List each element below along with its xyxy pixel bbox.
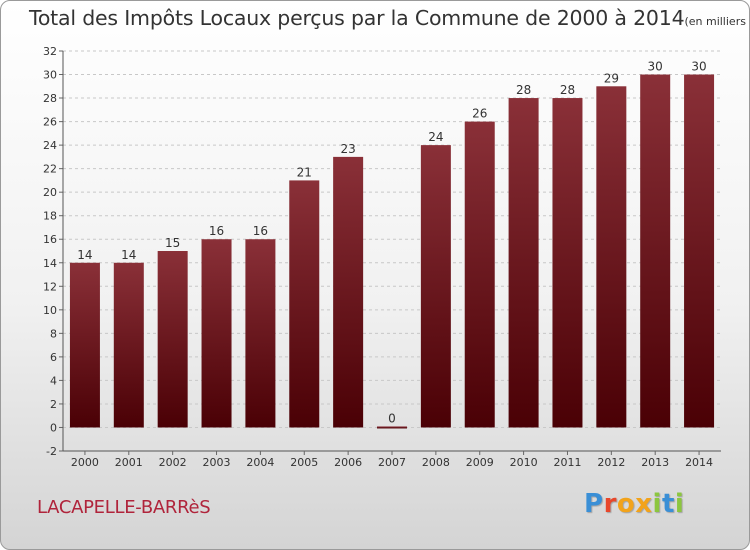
x-tick-label: 2001 — [115, 456, 143, 469]
y-tick-label: 10 — [43, 304, 57, 317]
bar — [508, 98, 539, 428]
x-tick-label: 2007 — [378, 456, 406, 469]
bar — [552, 98, 583, 428]
x-tick-label: 2005 — [290, 456, 318, 469]
logo-letter: i — [674, 489, 685, 519]
data-label: 15 — [165, 236, 180, 250]
data-label: 30 — [648, 60, 663, 74]
bar — [596, 86, 627, 428]
y-tick-label: 0 — [50, 421, 57, 434]
bar — [69, 262, 100, 428]
x-tick-label: 2012 — [597, 456, 625, 469]
y-tick-label: 26 — [43, 116, 57, 129]
y-tick-label: 2 — [50, 398, 57, 411]
y-tick-label: 30 — [43, 69, 57, 82]
y-tick-label: 4 — [50, 374, 57, 387]
data-label: 28 — [560, 83, 575, 97]
bar — [201, 239, 232, 428]
y-tick-label: 28 — [43, 92, 57, 105]
x-tick-label: 2008 — [422, 456, 450, 469]
data-label: 24 — [428, 130, 443, 144]
bar — [245, 239, 276, 428]
y-tick-label: 18 — [43, 210, 57, 223]
data-label: 14 — [77, 248, 92, 262]
x-tick-label: 2004 — [246, 456, 274, 469]
title-main: Total des Impôts Locaux perçus par la Co… — [29, 6, 685, 30]
x-tick-label: 2013 — [641, 456, 669, 469]
y-tick-label: 24 — [43, 139, 57, 152]
logo-letter: t — [661, 489, 675, 519]
bar — [289, 180, 320, 428]
bar — [333, 156, 364, 428]
bar — [420, 145, 451, 428]
data-label: 14 — [121, 248, 136, 262]
data-label: 26 — [472, 107, 487, 121]
x-tick-label: 2000 — [71, 456, 99, 469]
bar — [377, 426, 407, 429]
data-label: 16 — [209, 224, 224, 238]
data-label: 29 — [604, 71, 619, 85]
x-tick-label: 2006 — [334, 456, 362, 469]
logo-letter: o — [616, 489, 636, 519]
bar — [684, 74, 715, 428]
y-tick-label: 32 — [43, 45, 57, 58]
x-tick-label: 2003 — [203, 456, 231, 469]
data-label: 16 — [253, 224, 268, 238]
commune-name: LACAPELLE-BARRèS — [37, 497, 211, 518]
data-label: 30 — [691, 60, 706, 74]
y-tick-label: 12 — [43, 280, 57, 293]
data-label: 21 — [297, 165, 312, 179]
bar — [640, 74, 671, 428]
logo-letter: i — [652, 489, 662, 519]
x-tick-label: 2010 — [510, 456, 538, 469]
logo-letter: r — [603, 489, 617, 519]
y-tick-label: -2 — [46, 445, 57, 458]
data-label: 0 — [388, 411, 396, 425]
y-tick-label: 14 — [43, 257, 57, 270]
logo-letter: x — [635, 489, 653, 519]
y-tick-label: 16 — [43, 233, 57, 246]
data-label: 28 — [516, 83, 531, 97]
x-tick-label: 2011 — [553, 456, 581, 469]
x-tick-label: 2009 — [466, 456, 494, 469]
bar — [464, 121, 495, 428]
y-tick-label: 20 — [43, 186, 57, 199]
bar — [157, 251, 188, 428]
proxiti-logo: Proxiti — [584, 489, 684, 519]
y-tick-label: 6 — [50, 351, 57, 364]
bar — [113, 262, 144, 428]
y-tick-label: 8 — [50, 327, 57, 340]
x-tick-label: 2002 — [159, 456, 187, 469]
y-tick-label: 22 — [43, 163, 57, 176]
x-tick-label: 2014 — [685, 456, 713, 469]
chart-title: Total des Impôts Locaux perçus par la Co… — [29, 6, 749, 30]
title-unit: (en milliers d'€) — [684, 15, 749, 28]
data-label: 23 — [340, 142, 355, 156]
logo-letter: P — [584, 489, 604, 519]
